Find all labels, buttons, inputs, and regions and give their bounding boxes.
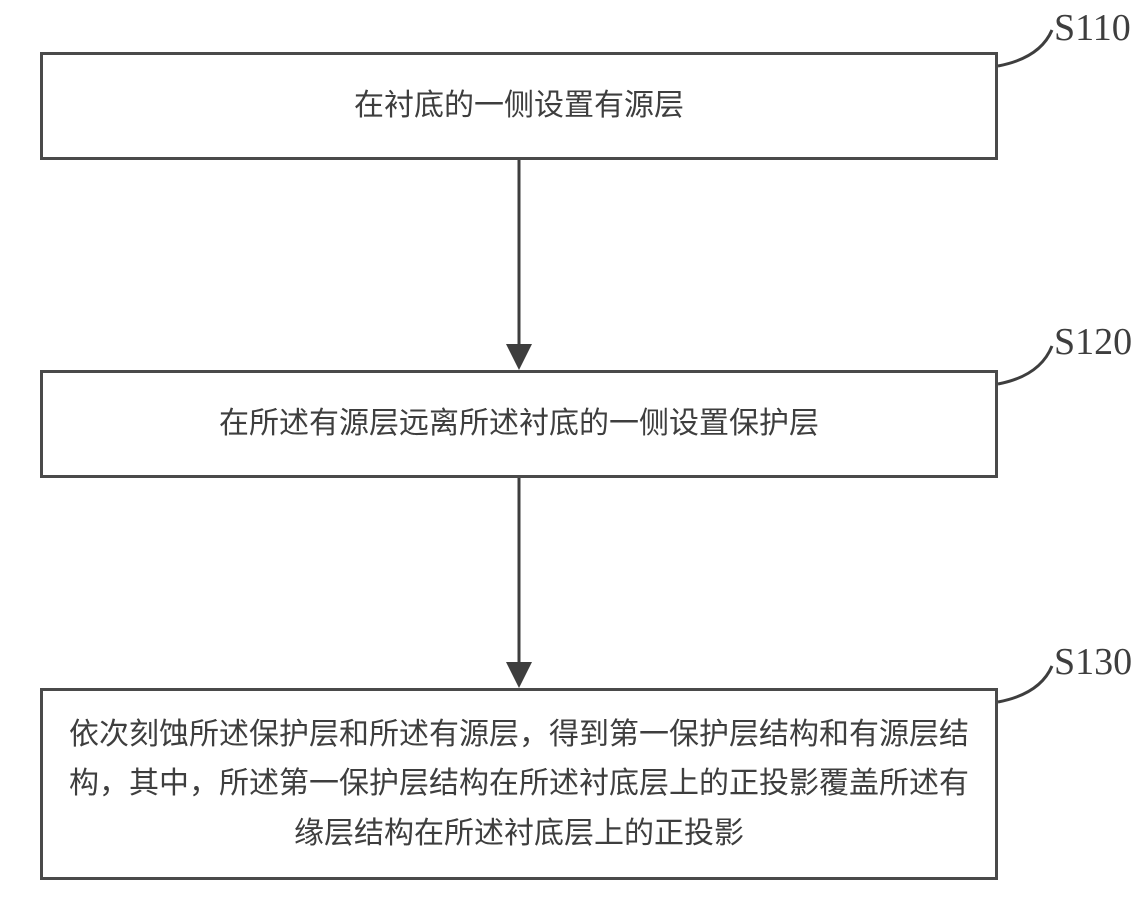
step-label-s120: S120 <box>1054 320 1132 364</box>
flow-node-s110: 在衬底的一侧设置有源层 <box>40 52 998 160</box>
step-label-s110: S110 <box>1054 6 1131 50</box>
flow-node-s130: 依次刻蚀所述保护层和所述有源层，得到第一保护层结构和有源层结构，其中，所述第一保… <box>40 688 998 880</box>
flow-node-s120: 在所述有源层远离所述衬底的一侧设置保护层 <box>40 370 998 478</box>
flow-node-text: 在衬底的一侧设置有源层 <box>354 81 684 131</box>
step-label-s130: S130 <box>1054 640 1132 684</box>
flow-node-text: 在所述有源层远离所述衬底的一侧设置保护层 <box>219 399 819 449</box>
flow-node-text: 依次刻蚀所述保护层和所述有源层，得到第一保护层结构和有源层结构，其中，所述第一保… <box>63 710 975 859</box>
flowchart-canvas: 在衬底的一侧设置有源层 在所述有源层远离所述衬底的一侧设置保护层 依次刻蚀所述保… <box>0 0 1148 910</box>
